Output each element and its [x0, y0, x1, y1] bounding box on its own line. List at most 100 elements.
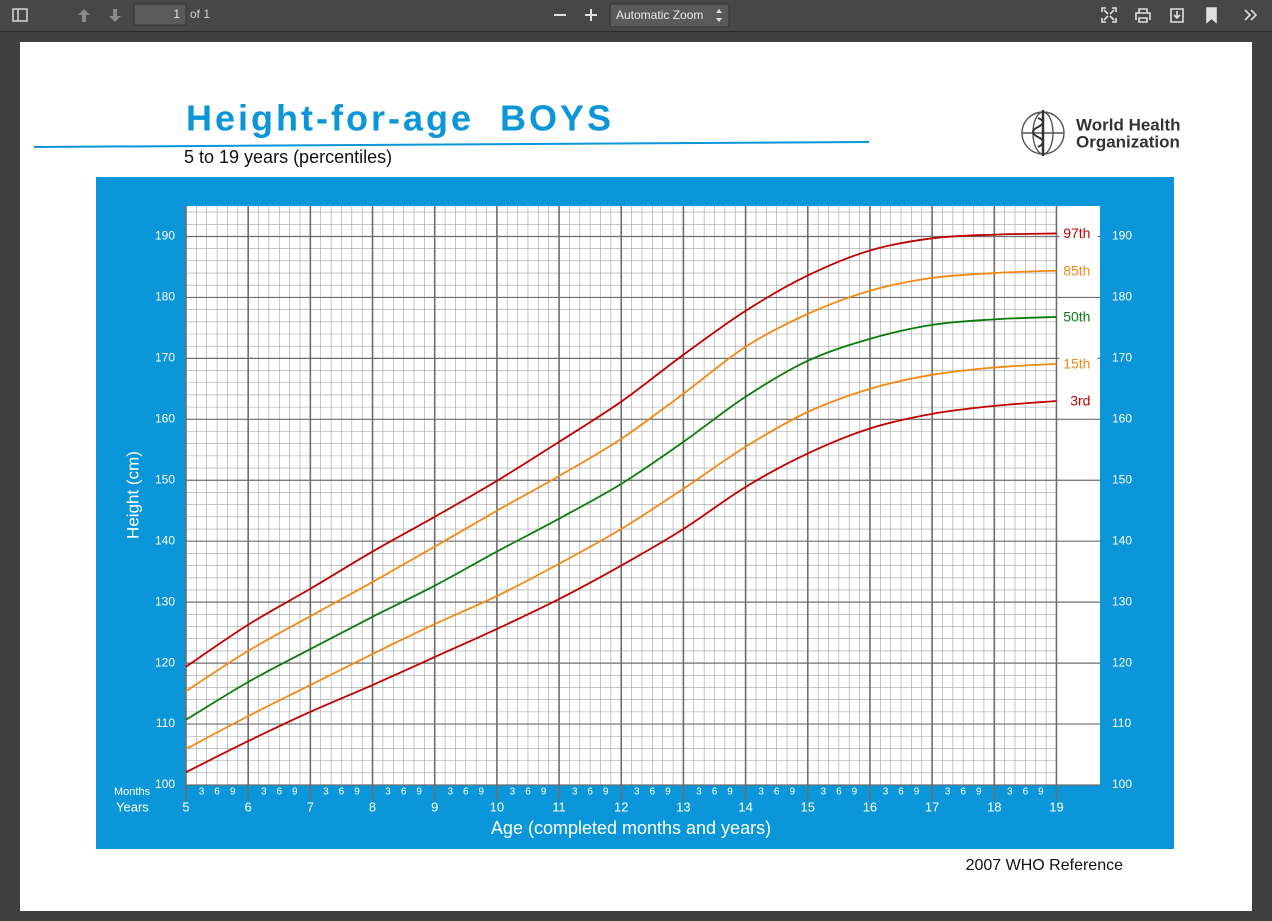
y-tick-label-right: 110	[1112, 716, 1131, 730]
month-tick-label: 3	[447, 787, 453, 798]
logo-text: World Health	[1076, 115, 1181, 134]
x-tick-label: 11	[552, 799, 566, 814]
month-tick-label: 9	[727, 787, 733, 798]
series-label-bg	[1059, 393, 1098, 410]
previous-page[interactable]	[78, 9, 90, 22]
month-tick-label: 6	[1023, 787, 1029, 798]
zoom-select[interactable]	[609, 3, 730, 28]
month-tick-label: 9	[479, 787, 485, 798]
y-tick-label-right: 180	[1112, 290, 1132, 304]
y-tick-label: 140	[155, 533, 175, 547]
month-tick-label: 3	[261, 787, 267, 798]
y-tick-label: 120	[155, 655, 175, 669]
zoom-out[interactable]	[554, 14, 566, 16]
page-count: of 1	[190, 7, 210, 21]
series-label-bg	[1059, 308, 1098, 325]
percentile-line	[185, 400, 1057, 774]
sidebar-toggle[interactable]	[12, 8, 28, 22]
y-tick-label: 170	[155, 351, 175, 365]
x-tick-label: 15	[801, 799, 815, 814]
months-label: Months	[114, 786, 151, 798]
month-tick-label: 9	[914, 787, 920, 798]
month-tick-label: 9	[541, 787, 547, 798]
who-logo	[1021, 110, 1065, 156]
y-tick-label: 180	[155, 290, 175, 304]
month-tick-label: 6	[463, 787, 469, 798]
series-label: 97th	[1063, 225, 1090, 241]
y-tick-label-right: 160	[1112, 411, 1132, 425]
page-number: 1	[173, 7, 180, 21]
percentile-line	[185, 316, 1057, 721]
plot-area	[186, 206, 1100, 785]
next-page[interactable]	[109, 9, 121, 22]
series-label: 85th	[1063, 262, 1090, 278]
y-tick-label: 160	[155, 411, 175, 425]
month-tick-label: 6	[898, 787, 904, 798]
presentation-mode[interactable]	[1101, 7, 1117, 23]
y-tick-label-right: 150	[1112, 472, 1132, 486]
y-tick-label-right: 120	[1112, 655, 1132, 669]
month-tick-label: 9	[354, 787, 360, 798]
series-label-bg	[1059, 225, 1098, 242]
month-tick-label: 6	[960, 787, 966, 798]
y-tick-label: 100	[155, 777, 175, 791]
month-tick-label: 3	[945, 787, 951, 798]
month-tick-label: 3	[385, 787, 391, 798]
y-tick-label: 130	[155, 594, 175, 608]
x-tick-label: 10	[490, 799, 504, 814]
y-tick-label: 150	[155, 472, 175, 486]
month-tick-label: 3	[634, 787, 640, 798]
zoom-in[interactable]	[585, 9, 597, 21]
download[interactable]	[1170, 8, 1184, 23]
month-tick-label: 9	[603, 787, 609, 798]
month-tick-label: 6	[836, 787, 842, 798]
series-label-bg	[1059, 262, 1098, 279]
x-axis-label: Age (completed months and years)	[491, 818, 771, 838]
logo-snake	[1032, 117, 1044, 148]
month-tick-label: 6	[276, 787, 282, 798]
month-tick-label: 9	[416, 787, 422, 798]
y-tick-label: 190	[155, 229, 175, 243]
percentile-line	[185, 269, 1057, 692]
toolbar-border	[0, 31, 1272, 32]
y-tick-label: 110	[156, 716, 175, 730]
bookmark[interactable]	[1206, 7, 1217, 24]
month-tick-label: 3	[572, 787, 578, 798]
y-tick-label-right: 170	[1112, 351, 1132, 365]
page-input[interactable]	[133, 3, 187, 26]
month-tick-label: 3	[821, 787, 827, 798]
month-tick-label: 6	[712, 787, 718, 798]
x-tick-label: 5	[182, 799, 189, 814]
month-tick-label: 9	[665, 787, 671, 798]
month-tick-label: 9	[789, 787, 795, 798]
chart-title: Height-for-age BOYS	[186, 98, 614, 139]
y-axis-label: Height (cm)	[123, 451, 142, 539]
title-rule	[33, 141, 870, 148]
x-tick-label: 12	[614, 799, 628, 814]
month-tick-label: 6	[339, 787, 345, 798]
y-tick-label-right: 100	[1112, 777, 1132, 791]
month-tick-label: 9	[1038, 787, 1044, 798]
years-label: Years	[116, 799, 149, 814]
month-tick-label: 9	[230, 787, 236, 798]
x-tick-label: 8	[369, 799, 376, 814]
month-tick-label: 3	[510, 787, 516, 798]
month-tick-label: 6	[214, 787, 220, 798]
x-tick-label: 17	[925, 799, 939, 814]
tools[interactable]	[1244, 9, 1258, 21]
y-tick-label-right: 130	[1112, 594, 1132, 608]
percentile-line	[185, 362, 1057, 750]
series-label-bg	[1059, 355, 1098, 372]
series-label: 3rd	[1070, 393, 1090, 409]
x-tick-label: 14	[738, 799, 752, 814]
x-tick-label: 18	[987, 799, 1001, 814]
x-tick-label: 16	[863, 799, 877, 814]
print[interactable]	[1135, 8, 1151, 23]
month-tick-label: 3	[758, 787, 764, 798]
month-tick-label: 9	[852, 787, 858, 798]
chart-subtitle: 5 to 19 years (percentiles)	[184, 147, 392, 167]
x-tick-label: 6	[245, 799, 252, 814]
x-tick-label: 9	[431, 799, 438, 814]
